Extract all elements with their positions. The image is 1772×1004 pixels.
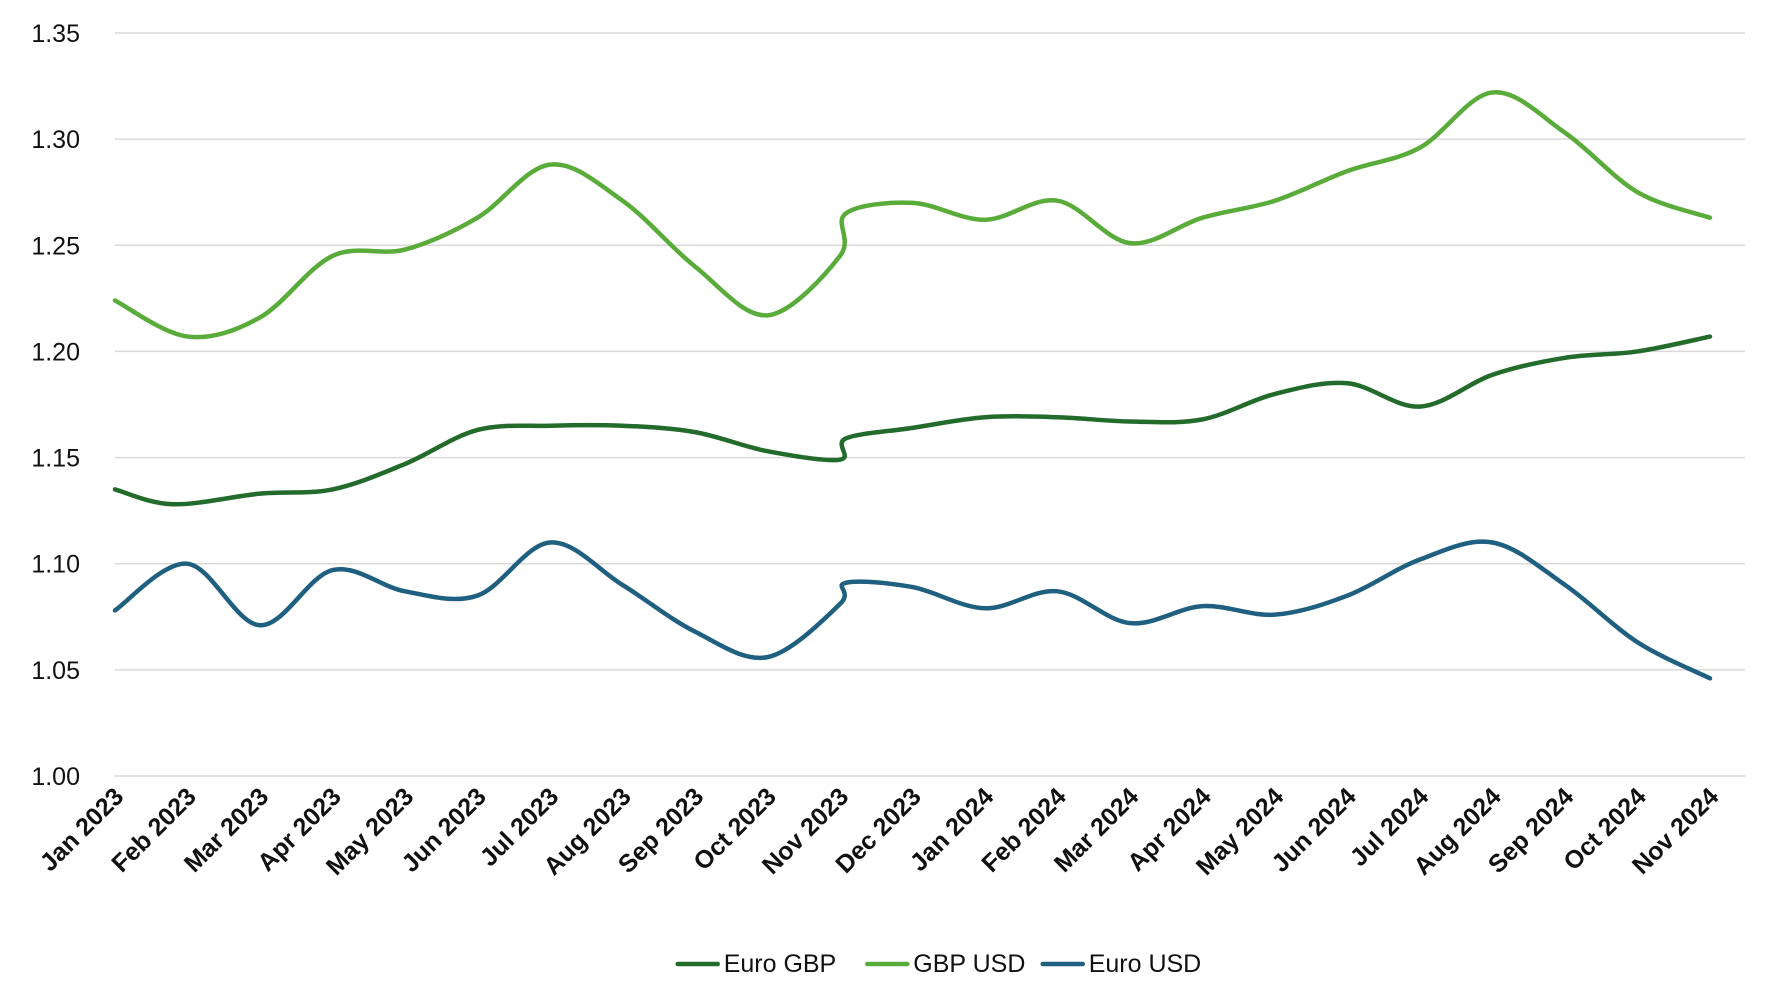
y-tick-label: 1.05: [31, 657, 80, 685]
y-tick-label: 1.10: [31, 551, 80, 579]
y-tick-label: 1.30: [31, 126, 80, 154]
legend-label-euro-gbp: Euro GBP: [724, 950, 837, 978]
y-tick-label: 1.35: [31, 20, 80, 48]
legend-label-gbp-usd: GBP USD: [913, 950, 1025, 978]
series-line-euro-gbp: [112, 334, 1713, 507]
series-layer: [112, 90, 1713, 681]
y-tick-label: 1.25: [31, 232, 80, 260]
legend: Euro GBP GBP USD Euro USD: [675, 950, 1202, 978]
series-line-euro-usd: [112, 539, 1713, 681]
y-tick-label: 1.15: [31, 445, 80, 473]
y-tick-label: 1.20: [31, 338, 80, 366]
series-line-gbp-usd: [112, 90, 1713, 340]
legend-label-euro-usd: Euro USD: [1089, 950, 1202, 978]
y-tick-label: 1.00: [31, 763, 80, 791]
y-axis: 1.00 1.05 1.10 1.15 1.20 1.25 1.30 1.35: [31, 20, 80, 791]
grid-layer: [115, 32, 1745, 777]
